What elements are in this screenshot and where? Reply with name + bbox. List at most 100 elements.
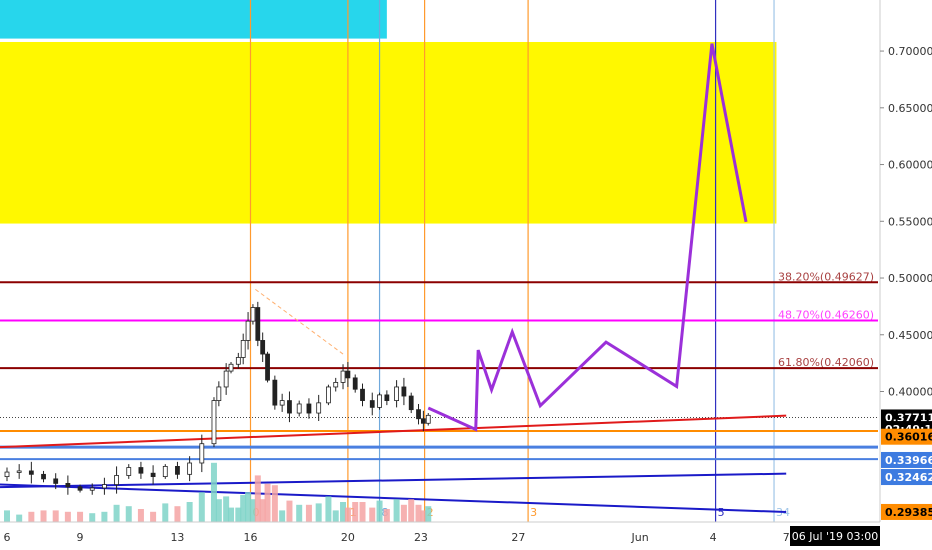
x-tick-label: 23: [414, 531, 428, 544]
projection-layer: [427, 43, 748, 432]
candle-body: [187, 462, 193, 475]
volume-bar: [28, 511, 35, 522]
candle-body: [416, 409, 421, 420]
y-tick-label: 0.70000: [888, 45, 932, 58]
y-tick-label: 0.40000: [888, 386, 932, 399]
candle-body: [245, 320, 251, 341]
zones-layer: [0, 0, 777, 224]
candle-body: [425, 414, 431, 424]
volume-bar: [174, 506, 181, 522]
candle-body: [279, 400, 285, 406]
volume-bar: [383, 509, 390, 522]
fib-level-label: 38.20%(0.49627): [778, 270, 874, 283]
volume-bar: [393, 499, 400, 522]
volume-bar: [279, 510, 286, 522]
volume-bar: [52, 510, 59, 522]
projection-path: [427, 43, 748, 432]
x-tick-label: 4: [710, 531, 717, 544]
volume-bar: [340, 502, 347, 522]
volume-bar: [4, 510, 10, 522]
candle-body: [265, 353, 270, 381]
candle-body: [223, 370, 229, 388]
candle-body: [345, 370, 351, 379]
volume-bar: [77, 511, 84, 522]
volume-bar: [271, 485, 278, 522]
y-axis: 0.70000 0.65000 0.60000 0.55000 0.50000 0.450…: [879, 0, 932, 550]
x-tick-label: 9: [77, 531, 84, 544]
volume-bar: [325, 496, 332, 522]
candle-body: [89, 487, 95, 491]
candle-body: [377, 394, 382, 408]
yellow-zone: [0, 41, 777, 224]
volume-bar: [359, 502, 366, 522]
candle-body: [360, 388, 365, 401]
x-tick-label: 7: [783, 531, 790, 544]
candle-body: [138, 467, 144, 474]
candle-body: [306, 403, 312, 414]
x-tick-label: 27: [511, 531, 525, 544]
candle-body: [228, 363, 234, 372]
candle-body: [28, 470, 34, 475]
y-tick-label: 0.55000: [888, 215, 932, 228]
x-axis-bg: [0, 522, 880, 550]
y-tick-label: 0.50000: [888, 272, 932, 285]
candle-body: [260, 340, 266, 355]
fib-level-label: 48.70%(0.46260): [778, 308, 874, 321]
x-tick-label: 6: [4, 531, 11, 544]
volume-bar: [89, 513, 96, 522]
fib-level-label: 61.80%(0.42060): [778, 356, 874, 369]
volume-bar: [150, 511, 157, 522]
volume-bar: [240, 495, 247, 522]
volume-bar: [198, 492, 205, 522]
candle-body: [287, 400, 292, 414]
candle-body: [408, 395, 414, 411]
candle-body: [150, 472, 156, 478]
volume-bar: [408, 499, 415, 522]
candle-body: [53, 478, 59, 484]
candle-body: [272, 379, 278, 406]
volume-bar: [101, 511, 108, 522]
volume-bar: [245, 492, 252, 522]
volume-bar: [210, 462, 217, 522]
volume-bar: [420, 510, 427, 522]
trend-lines-layer: [0, 288, 787, 514]
candle-body: [126, 467, 132, 476]
candle-body: [16, 470, 22, 473]
volume-bar: [369, 507, 376, 522]
volume-bar: [223, 496, 230, 522]
candle-body: [199, 443, 205, 464]
price-label: 0.33966: [885, 454, 932, 467]
volume-bar: [344, 507, 351, 522]
volume-bar: [186, 502, 193, 522]
candle-body: [255, 307, 261, 341]
price-label-box: [881, 503, 932, 520]
time-cursor-box: [790, 526, 880, 546]
volume-bar: [64, 511, 71, 522]
price-label: 0.36016: [885, 431, 932, 444]
price-label-box: [881, 428, 932, 445]
volume-bar: [305, 504, 312, 522]
y-tick-label: 0.45000: [888, 329, 932, 342]
volume-bar: [286, 500, 293, 522]
cyan-zone: [0, 0, 387, 39]
volume-bar: [40, 510, 47, 522]
candle-body: [340, 370, 346, 383]
volume-layer: [4, 462, 432, 522]
horizontal-lines-layer: [0, 281, 878, 461]
volume-bar: [264, 483, 271, 522]
candle-body: [326, 386, 331, 404]
volume-bar: [254, 475, 261, 522]
volume-bar: [296, 504, 303, 522]
candle-body: [162, 465, 168, 478]
x-tick-label: 16: [244, 531, 258, 544]
volume-bar: [16, 514, 23, 522]
volume-bar: [332, 510, 339, 522]
candle-body: [235, 357, 241, 365]
candle-body: [316, 402, 322, 414]
candle-body: [369, 400, 375, 408]
candle-body: [102, 484, 107, 489]
volume-bar: [415, 504, 422, 522]
trend-line-2: [0, 483, 787, 514]
